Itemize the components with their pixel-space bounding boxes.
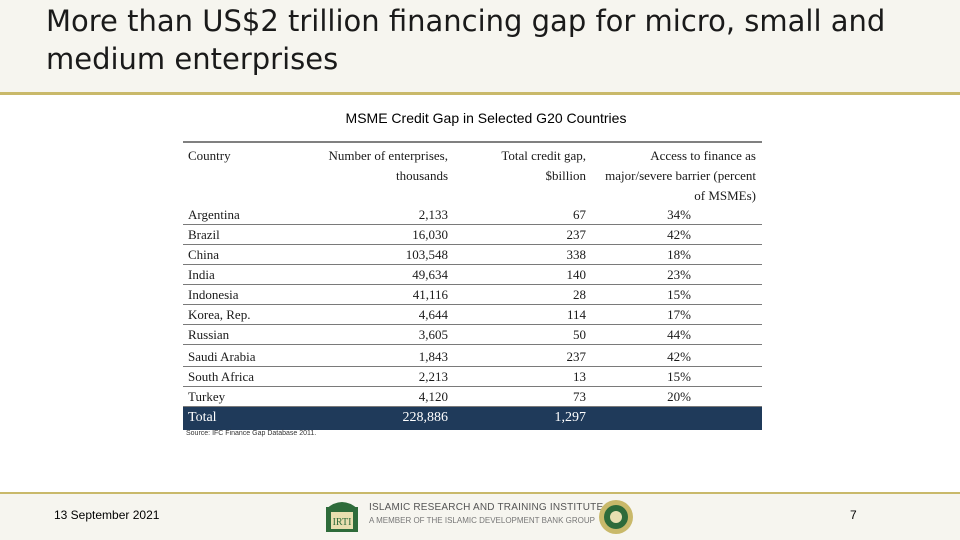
cell-enterprises: 41,116	[412, 287, 448, 302]
footer: 13 September 2021 IRTI ISLAMIC RESEARCH …	[0, 494, 960, 540]
table-row: Brazil 16,030 237 42%	[183, 225, 762, 245]
cell-access: 23%	[667, 267, 691, 282]
table-row: India 49,634 140 23%	[183, 265, 762, 285]
cell-access: 42%	[667, 349, 691, 364]
table-body: Argentina 2,133 67 34% Brazil 16,030 237…	[183, 205, 762, 430]
cell-country: China	[188, 247, 220, 262]
cell-country: Total	[188, 410, 217, 425]
cell-country: India	[188, 267, 215, 282]
cell-access: 44%	[667, 327, 691, 342]
org-name: ISLAMIC RESEARCH AND TRAINING INSTITUTE	[369, 502, 604, 513]
cell-access: 15%	[667, 287, 691, 302]
irti-logo-icon: IRTI	[326, 502, 358, 532]
header-access: Access to finance as major/severe barrie…	[605, 148, 756, 203]
cell-enterprises: 4,120	[418, 389, 448, 404]
cell-enterprises: 228,886	[402, 410, 449, 425]
header-enterprises: Number of enterprises, thousands	[328, 148, 449, 183]
cell-country: Saudi Arabia	[188, 349, 256, 364]
table-row: China 103,548 338 18%	[183, 245, 762, 265]
cell-enterprises: 16,030	[412, 227, 448, 242]
table-row: Turkey 4,120 73 20%	[183, 387, 762, 407]
cell-credit-gap: 114	[566, 307, 586, 322]
footer-divider	[0, 492, 960, 494]
cell-country: Russian	[188, 327, 230, 342]
cell-enterprises: 4,644	[418, 307, 448, 322]
cell-access: 18%	[667, 247, 691, 262]
header-background	[0, 0, 960, 92]
isdb-seal-icon	[599, 500, 633, 534]
org-subtitle: A MEMBER OF THE ISLAMIC DEVELOPMENT BANK…	[369, 516, 595, 525]
cell-country: Argentina	[188, 207, 240, 222]
cell-enterprises: 1,843	[418, 349, 448, 364]
cell-country: Turkey	[188, 389, 226, 404]
cell-credit-gap: 50	[573, 327, 586, 342]
cell-credit-gap: 140	[566, 267, 587, 282]
page-number: 7	[850, 508, 857, 522]
cell-enterprises: 49,634	[412, 267, 448, 282]
cell-access: 42%	[667, 227, 691, 242]
cell-enterprises: 3,605	[418, 327, 448, 342]
table-top-rule	[183, 141, 762, 143]
table-title: MSME Credit Gap in Selected G20 Countrie…	[345, 110, 627, 126]
cell-access: 17%	[667, 307, 691, 322]
cell-access: 15%	[667, 369, 691, 384]
slide-date: 13 September 2021	[54, 508, 160, 522]
source-note: Source: IFC Finance Gap Database 2011.	[186, 430, 317, 437]
table-total-row: Total 228,886 1,297	[183, 407, 762, 430]
cell-enterprises: 2,213	[418, 369, 448, 384]
cell-access: 20%	[667, 389, 691, 404]
cell-access: 34%	[667, 207, 691, 222]
cell-country: Brazil	[188, 227, 220, 242]
cell-country: Korea, Rep.	[188, 307, 251, 322]
table-row: Korea, Rep. 4,644 114 17%	[183, 305, 762, 325]
logo-text: IRTI	[333, 517, 352, 528]
cell-credit-gap: 237	[566, 349, 587, 364]
table-row: Indonesia 41,116 28 15%	[183, 285, 762, 305]
cell-credit-gap: 237	[566, 227, 587, 242]
cell-credit-gap: 338	[566, 247, 587, 262]
cell-country: South Africa	[188, 369, 255, 384]
table-row: Argentina 2,133 67 34%	[183, 205, 762, 225]
header-country: Country	[188, 148, 231, 163]
cell-enterprises: 103,548	[405, 247, 448, 262]
cell-credit-gap: 67	[573, 207, 586, 222]
cell-enterprises: 2,133	[418, 207, 448, 222]
cell-country: Indonesia	[188, 287, 239, 302]
cell-credit-gap: 73	[573, 389, 586, 404]
cell-credit-gap: 1,297	[554, 410, 587, 425]
header-credit-gap: Total credit gap, $billion	[501, 148, 586, 183]
cell-credit-gap: 13	[573, 369, 586, 384]
table-row: South Africa 2,213 13 15%	[183, 367, 762, 387]
table-row: Saudi Arabia 1,843 237 42%	[183, 347, 762, 367]
title-divider	[0, 92, 960, 95]
slide-title: More than US$2 trillion financing gap fo…	[46, 4, 886, 76]
table-row: Russian 3,605 50 44%	[183, 325, 762, 345]
cell-credit-gap: 28	[573, 287, 586, 302]
